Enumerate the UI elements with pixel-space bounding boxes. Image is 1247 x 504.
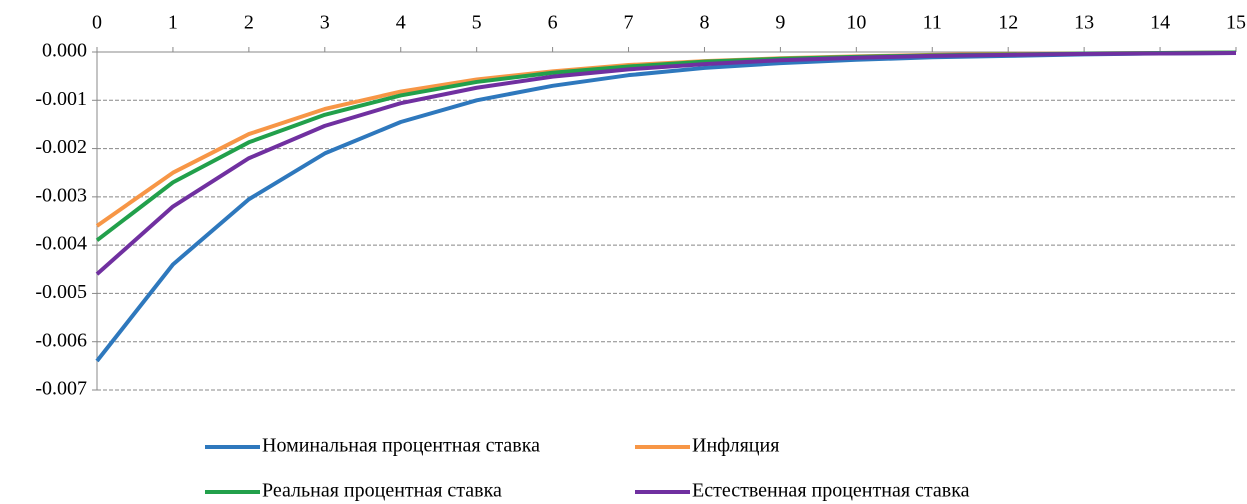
x-tick-label: 13 — [1074, 12, 1094, 34]
x-tick-label: 12 — [998, 12, 1018, 34]
y-tick-label: 0.000 — [42, 40, 87, 62]
x-tick-label: 14 — [1150, 12, 1170, 34]
x-tick-label: 2 — [244, 12, 254, 34]
x-tick-label: 3 — [320, 12, 330, 34]
y-tick-label: -0.003 — [35, 184, 87, 206]
y-tick-label: -0.007 — [35, 378, 87, 400]
legend-label: Естественная процентная ставка — [692, 480, 970, 502]
x-tick-label: 10 — [846, 12, 866, 34]
legend-label: Реальная процентная ставка — [262, 480, 502, 502]
x-tick-label: 1 — [168, 12, 178, 34]
x-tick-label: 11 — [923, 12, 942, 34]
x-tick-label: 8 — [699, 12, 709, 34]
legend-label: Номинальная процентная ставка — [262, 435, 540, 457]
series-line — [95, 50, 1237, 228]
legend-label: Инфляция — [692, 435, 779, 457]
x-tick-label: 4 — [396, 12, 406, 34]
y-tick-label: -0.001 — [35, 88, 87, 110]
x-tick-label: 15 — [1226, 12, 1246, 34]
x-tick-label: 5 — [472, 12, 482, 34]
series-line — [95, 50, 1237, 242]
y-tick-label: -0.002 — [35, 136, 87, 158]
series-line — [95, 50, 1237, 363]
y-tick-label: -0.006 — [35, 329, 87, 351]
x-tick-label: 6 — [548, 12, 558, 34]
series-line — [95, 50, 1237, 276]
x-tick-label: 7 — [624, 12, 634, 34]
y-tick-label: -0.004 — [35, 233, 87, 255]
y-tick-label: -0.005 — [35, 281, 87, 303]
x-tick-label: 0 — [92, 12, 102, 34]
x-tick-label: 9 — [775, 12, 785, 34]
